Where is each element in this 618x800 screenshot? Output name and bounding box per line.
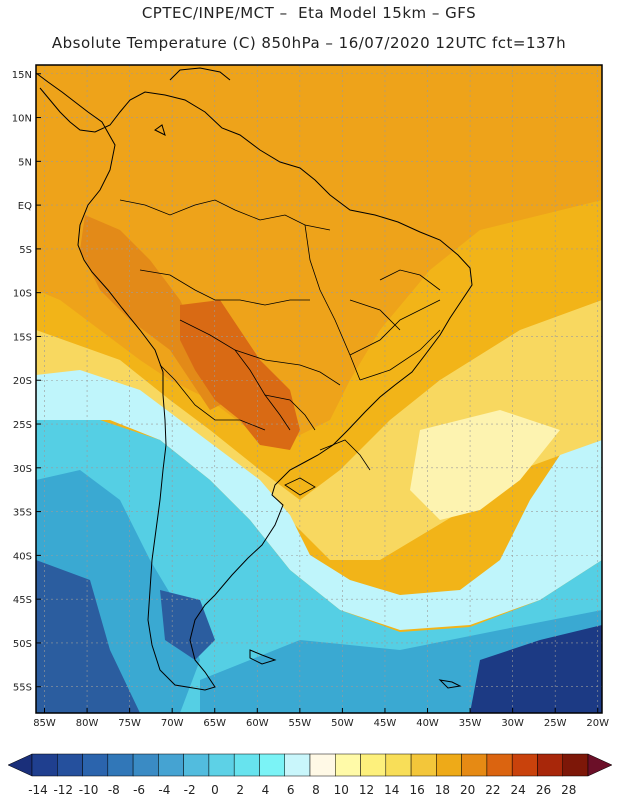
lon-label: 20W xyxy=(586,718,609,729)
lon-label: 30W xyxy=(501,718,524,729)
lon-label: 35W xyxy=(459,718,482,729)
lon-label: 60W xyxy=(246,718,269,729)
colorbar-swatch xyxy=(57,753,83,777)
lon-label: 85W xyxy=(33,718,56,729)
colorbar-label: -4 xyxy=(158,783,170,797)
lat-label: 55S xyxy=(13,683,32,694)
map-frame xyxy=(35,64,603,714)
colorbar-swatch xyxy=(486,753,513,777)
lat-label: 15S xyxy=(13,332,32,343)
lat-label: 10S xyxy=(13,289,32,300)
colorbar-swatch xyxy=(436,753,462,777)
lat-label: 25S xyxy=(13,420,32,431)
lat-label: 10N xyxy=(12,114,32,125)
lat-label: 5N xyxy=(18,157,32,168)
grid-lines xyxy=(36,65,602,713)
colorbar-swatch xyxy=(158,753,184,777)
lat-label: 40S xyxy=(13,551,32,562)
colorbar-right-arrow xyxy=(587,753,613,777)
colorbar-swatch xyxy=(511,753,538,777)
deep-cold-region xyxy=(470,625,602,713)
lat-label: EQ xyxy=(18,201,32,212)
lat-label: 15N xyxy=(12,70,32,81)
colorbar-left-arrow xyxy=(7,753,33,777)
colorbar-label: 10 xyxy=(334,783,349,797)
title-line-2: Absolute Temperature (C) 850hPa – 16/07/… xyxy=(51,34,567,52)
lat-label: 20S xyxy=(13,376,32,387)
colorbar-swatch xyxy=(132,753,159,777)
coastline xyxy=(36,67,473,691)
colorbar-label: 18 xyxy=(435,783,450,797)
colorbar-label: 8 xyxy=(312,783,320,797)
temperature-field xyxy=(36,65,602,713)
colorbar-swatch xyxy=(183,753,210,777)
colorbar-swatch xyxy=(107,753,134,777)
latitude-labels: 15N 10N 5N EQ 5S 10S 15S 20S 25S 30S 35S 40S 45S 50S 5… xyxy=(12,70,41,694)
lon-label: 25W xyxy=(544,718,567,729)
lon-label: 70W xyxy=(161,718,184,729)
lon-label: 75W xyxy=(118,718,141,729)
lon-label: 50W xyxy=(331,718,354,729)
colorbar-swatch xyxy=(385,753,412,777)
colorbar-label: 22 xyxy=(485,783,500,797)
colorbar-label: 20 xyxy=(460,783,475,797)
colorbar-label: -2 xyxy=(184,783,196,797)
lat-label: 30S xyxy=(13,464,32,475)
lat-label: 5S xyxy=(19,245,32,256)
colorbar-swatch xyxy=(233,753,260,777)
colorbar-label: -14 xyxy=(28,783,48,797)
colorbar-label: 16 xyxy=(409,783,424,797)
colorbar-label: 28 xyxy=(561,783,576,797)
colorbar-label: 2 xyxy=(236,783,244,797)
political-borders xyxy=(119,199,441,496)
longitude-labels: 85W 80W 75W 70W 65W 60W 55W 50W 45W 40W 35W 30W 25W 2… xyxy=(33,708,609,729)
colorbar-swatch xyxy=(284,753,311,777)
colorbar-swatch xyxy=(562,753,589,777)
colorbar-label: 24 xyxy=(511,783,526,797)
lon-label: 80W xyxy=(76,718,99,729)
colorbar-label: 4 xyxy=(262,783,270,797)
coldest-region xyxy=(36,560,215,713)
colorbar-swatch xyxy=(537,753,563,777)
colorbar-swatch xyxy=(208,753,235,777)
transition-region xyxy=(410,410,560,520)
colorbar-label: 0 xyxy=(211,783,219,797)
lat-label: 50S xyxy=(13,639,32,650)
colorbar-swatch xyxy=(31,753,58,777)
colorbar-swatch xyxy=(82,753,109,777)
hot-core-region xyxy=(180,300,300,450)
colorbar-label: -12 xyxy=(53,783,73,797)
colorbar-label: 14 xyxy=(384,783,399,797)
colorbar xyxy=(7,753,613,777)
lat-label: 35S xyxy=(13,508,32,519)
colorbar-swatch xyxy=(461,753,488,777)
lat-label: 45S xyxy=(13,595,32,606)
colorbar-swatch xyxy=(335,753,361,777)
lon-label: 55W xyxy=(289,718,312,729)
lon-label: 45W xyxy=(374,718,397,729)
colorbar-label: 6 xyxy=(287,783,295,797)
colorbar-label: -8 xyxy=(108,783,120,797)
colorbar-labels: -14 -12 -10 -8 -6 -4 -2 0 2 4 6 8 10 12 14 16 18 20 22 24 26… xyxy=(28,783,576,797)
colorbar-label: 26 xyxy=(536,783,551,797)
colorbar-swatch xyxy=(259,753,285,777)
lon-label: 65W xyxy=(203,718,226,729)
title-line-1: CPTEC/INPE/MCT – Eta Model 15km – GFS xyxy=(141,4,477,22)
colorbar-swatch xyxy=(410,753,437,777)
colorbar-label: -10 xyxy=(79,783,99,797)
colorbar-label: -6 xyxy=(133,783,145,797)
colorbar-swatch xyxy=(309,753,336,777)
cold-edge-region xyxy=(36,370,602,630)
colorbar-swatch xyxy=(360,753,387,777)
lon-label: 40W xyxy=(416,718,439,729)
colorbar-label: 12 xyxy=(359,783,374,797)
